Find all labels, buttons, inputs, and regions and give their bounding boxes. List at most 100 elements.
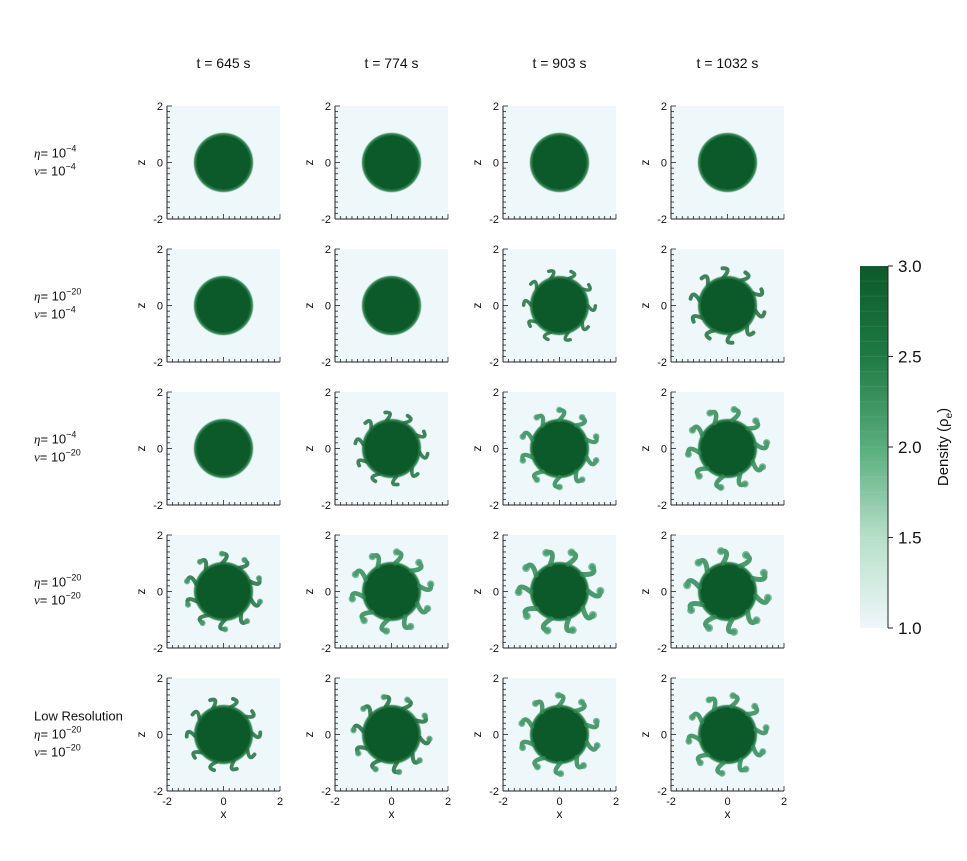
y-tick-label: 0 <box>325 444 331 456</box>
x-tick-label: 0 <box>388 796 394 808</box>
z-axis-label: z <box>470 303 484 309</box>
colorbar-tick-label: 1.0 <box>898 619 922 638</box>
y-tick-label: 2 <box>325 530 331 542</box>
z-axis-label: z <box>302 589 316 595</box>
y-tick-label: -2 <box>657 643 667 655</box>
x-tick-label: 0 <box>556 796 562 808</box>
colorbar: 3.0 2.5 2.0 1.5 1.0 Density (ρe) <box>860 257 955 638</box>
row-label-param: ν= 10−20 <box>34 448 81 465</box>
y-tick-label: 0 <box>493 587 499 599</box>
z-axis-label: z <box>302 160 316 166</box>
x-tick-label: 2 <box>781 796 787 808</box>
row-label-param: η= 10−4 <box>34 144 76 161</box>
x-axis-label: x <box>389 807 395 821</box>
z-axis-label: z <box>302 303 316 309</box>
panel-r1-c3: -2 0 2 z <box>470 101 617 226</box>
y-tick-label: 2 <box>661 387 667 399</box>
y-tick-label: -2 <box>321 786 331 798</box>
y-tick-label: 2 <box>325 673 331 685</box>
density-blob <box>528 131 591 194</box>
panel-r3-c1: -2 0 2 z <box>134 387 281 512</box>
column-title-3: t = 903 s <box>532 55 586 71</box>
x-tick-label: 2 <box>445 796 451 808</box>
panel-r5-c3: -2 0 2 z -2 0 2 x <box>470 673 619 821</box>
column-title-1: t = 645 s <box>196 55 250 71</box>
y-tick-label: 2 <box>157 387 163 399</box>
y-tick-label: 0 <box>157 301 163 313</box>
panel-r5-c4: -2 0 2 z -2 0 2 x <box>638 673 787 821</box>
z-axis-label: z <box>134 303 148 309</box>
y-tick-label: 2 <box>157 244 163 256</box>
panel-r4-c2: -2 0 2 z <box>302 530 449 655</box>
z-axis-label: z <box>134 589 148 595</box>
y-tick-label: 2 <box>493 530 499 542</box>
density-blob <box>192 417 255 480</box>
panel-r3-c2: -2 0 2 z <box>302 387 449 512</box>
z-axis-label: z <box>638 303 652 309</box>
panel-r4-c1: -2 0 2 z <box>134 530 281 655</box>
panel-r5-c2: -2 0 2 z -2 0 2 x <box>302 673 451 821</box>
y-tick-label: -2 <box>153 500 163 512</box>
density-blob <box>184 696 263 773</box>
panel-r3-c3: -2 0 2 z <box>470 387 617 512</box>
x-tick-label: -2 <box>666 796 676 808</box>
x-tick-label: 2 <box>613 796 619 808</box>
panel-r1-c4: -2 0 2 z <box>638 101 785 226</box>
density-blob <box>685 692 770 777</box>
y-tick-label: -2 <box>153 357 163 369</box>
row-label-param: ν= 10−4 <box>34 305 76 322</box>
x-axis-label: x <box>557 807 563 821</box>
panel-r1-c1: -2 0 2 z <box>134 101 281 226</box>
y-tick-label: -2 <box>153 786 163 798</box>
y-tick-label: 0 <box>493 444 499 456</box>
z-axis-label: z <box>134 160 148 166</box>
y-tick-label: 0 <box>325 587 331 599</box>
y-tick-label: -2 <box>489 643 499 655</box>
z-axis-label: z <box>302 446 316 452</box>
density-blob <box>348 548 435 635</box>
row-label-param: ν= 10−20 <box>34 743 81 760</box>
z-axis-label: z <box>470 160 484 166</box>
density-blob <box>683 547 772 636</box>
panel-r2-c4: -2 0 2 z <box>638 244 785 369</box>
y-tick-label: -2 <box>489 214 499 226</box>
y-tick-label: 2 <box>325 387 331 399</box>
row-label-param: ν= 10−4 <box>34 162 76 179</box>
y-tick-label: 0 <box>325 301 331 313</box>
y-tick-label: 2 <box>661 101 667 113</box>
panel-r1-c2: -2 0 2 z <box>302 101 449 226</box>
x-tick-label: 0 <box>724 796 730 808</box>
x-tick-label: 2 <box>277 796 283 808</box>
y-tick-label: 2 <box>157 101 163 113</box>
density-blob <box>696 131 759 194</box>
panel-r4-c4: -2 0 2 z <box>638 530 785 655</box>
column-title-2: t = 774 s <box>364 55 418 71</box>
y-tick-label: 0 <box>325 730 331 742</box>
density-blob <box>360 274 423 337</box>
column-title-4: t = 1032 s <box>697 55 759 71</box>
y-tick-label: 2 <box>493 244 499 256</box>
z-axis-label: z <box>638 160 652 166</box>
panel-r2-c2: -2 0 2 z <box>302 244 449 369</box>
y-tick-label: 0 <box>661 301 667 313</box>
y-tick-label: 2 <box>325 101 331 113</box>
density-blob <box>519 406 600 491</box>
y-tick-label: -2 <box>657 214 667 226</box>
density-blob <box>183 550 264 633</box>
y-tick-label: 2 <box>661 530 667 542</box>
y-tick-label: -2 <box>321 500 331 512</box>
y-tick-label: 0 <box>493 158 499 170</box>
density-blob <box>360 131 423 194</box>
panel-r5-c1: -2 0 2 z -2 0 2 x <box>134 673 283 821</box>
y-tick-label: -2 <box>489 786 499 798</box>
row-label-param: η= 10−20 <box>34 287 81 304</box>
z-axis-label: z <box>638 446 652 452</box>
y-tick-label: -2 <box>153 214 163 226</box>
x-tick-label: -2 <box>498 796 508 808</box>
z-axis-label: z <box>638 589 652 595</box>
y-tick-label: 2 <box>493 101 499 113</box>
density-blob <box>684 405 771 492</box>
z-axis-label: z <box>638 732 652 738</box>
y-tick-label: -2 <box>657 786 667 798</box>
